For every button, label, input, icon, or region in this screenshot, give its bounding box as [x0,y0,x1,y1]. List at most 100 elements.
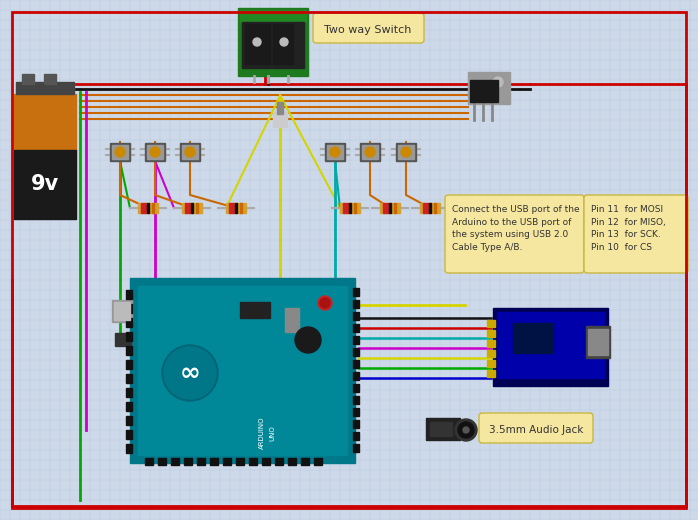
Bar [147,145,163,159]
Bar [191,203,193,213]
Bar [114,302,130,320]
Bar [389,203,391,213]
Text: Pin 11  for MOSI
Pin 12  for MISO,
Pin 13  for SCK.
Pin 10  for CS: Pin 11 for MOSI Pin 12 for MISO, Pin 13 … [591,205,666,252]
Bar [147,203,149,213]
Bar [110,143,130,161]
Bar [22,74,34,84]
Circle shape [115,147,125,157]
Bar [126,290,132,299]
Bar [229,203,231,213]
FancyBboxPatch shape [313,13,424,43]
Circle shape [318,296,332,310]
Bar [138,286,347,455]
Bar [325,143,345,161]
Bar [226,203,246,213]
Bar [429,203,431,213]
Bar [126,388,132,397]
Circle shape [455,419,477,441]
Text: 3.5mm Audio Jack: 3.5mm Audio Jack [489,425,584,435]
Bar [285,308,299,332]
Bar [487,330,495,337]
Text: UNO: UNO [269,425,275,441]
Bar [126,416,132,425]
Bar [115,333,131,346]
Bar [126,444,132,453]
Bar [340,203,360,213]
Bar [240,302,270,318]
Bar [353,324,359,332]
Bar [235,203,237,213]
Bar [210,458,218,465]
Bar [487,340,495,347]
Bar [343,203,345,213]
Bar [138,203,158,213]
Bar [423,203,425,213]
Bar [126,304,132,313]
Bar [314,458,322,465]
Bar [126,346,132,355]
Bar [262,458,270,465]
Bar [430,422,452,436]
Bar [301,458,309,465]
Bar [468,72,510,104]
Bar [493,308,608,386]
Bar [14,150,76,219]
Bar [487,320,495,327]
Bar [353,384,359,392]
Circle shape [253,38,261,46]
Circle shape [295,327,321,353]
Bar [396,143,416,161]
Bar [360,143,380,161]
Bar [398,145,414,159]
Bar [242,22,304,68]
Bar [353,312,359,320]
FancyBboxPatch shape [445,195,584,273]
Bar [354,203,356,213]
Bar [188,203,190,213]
Bar [126,360,132,369]
FancyBboxPatch shape [479,413,593,443]
Circle shape [150,147,160,157]
Bar [180,143,200,161]
Bar [288,458,296,465]
Bar [126,318,132,327]
Bar [141,203,143,213]
Bar [353,336,359,344]
Bar [353,432,359,440]
Circle shape [320,298,330,308]
Text: ARDUINO: ARDUINO [259,417,265,449]
Bar [586,326,610,358]
Bar [182,145,198,159]
Bar [394,203,396,213]
Bar [144,203,146,213]
Circle shape [365,147,375,157]
Bar [197,458,205,465]
Bar [434,203,436,213]
Bar [513,323,553,353]
Bar [112,145,128,159]
Bar [126,402,132,411]
Bar [44,74,56,84]
Circle shape [280,38,288,46]
Bar [353,360,359,368]
Bar [185,203,187,213]
Bar [275,458,283,465]
Bar [145,143,165,161]
Circle shape [493,77,503,87]
Bar [273,112,287,127]
Bar [353,396,359,404]
Bar [380,203,400,213]
Bar [245,24,270,64]
Bar [497,312,604,378]
Circle shape [185,147,195,157]
FancyBboxPatch shape [584,195,688,273]
Bar [353,288,359,296]
Text: 9v: 9v [31,174,59,194]
Bar [346,203,348,213]
Bar [273,24,293,64]
Bar [386,203,388,213]
Bar [240,10,306,22]
Text: Two way Switch: Two way Switch [325,25,412,35]
Circle shape [164,347,216,399]
Circle shape [463,427,469,433]
